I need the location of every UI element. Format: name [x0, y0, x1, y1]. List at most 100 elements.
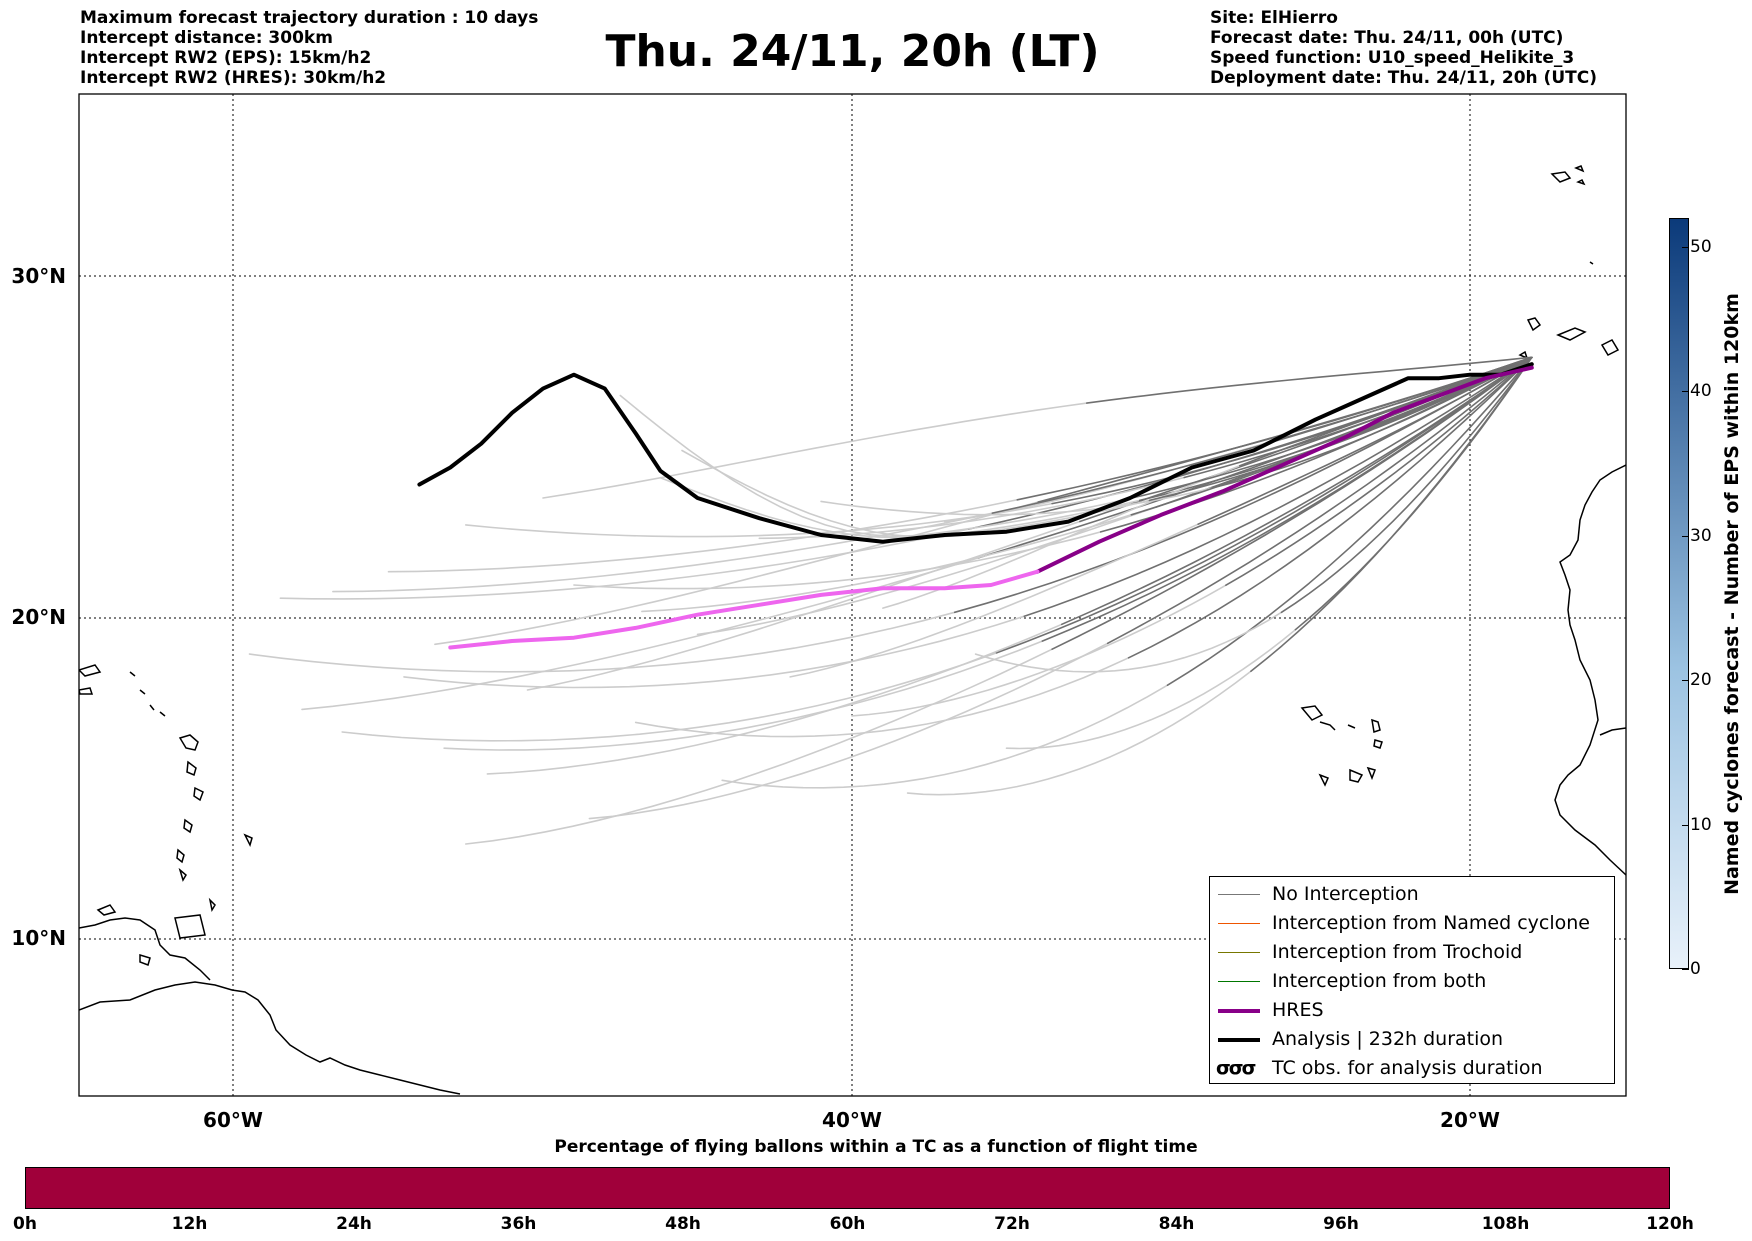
- coastline-islands-antilles: [176, 734, 216, 913]
- ensemble-track-near-7: [1061, 356, 1533, 626]
- colorbar-right-tick-label: 40: [1690, 381, 1712, 402]
- analysis-track: [417, 362, 1534, 544]
- legend-label-no-interception: No Interception: [1272, 883, 1419, 905]
- map-frame: [78, 93, 1627, 1097]
- header-line-deployment-date: Deployment date: Thu. 24/11, 20h (UTC): [1210, 68, 1597, 88]
- coastlines: [79, 165, 1626, 1095]
- colorbar-bottom-tick-label: 96h: [1323, 1214, 1359, 1234]
- ensemble-track-near-27: [1086, 356, 1533, 404]
- lat-label-20n: 20°N: [11, 605, 66, 629]
- legend-swatch-hres: [1218, 1009, 1260, 1013]
- main-tracks: [417, 362, 1534, 650]
- colorbar-flight-time: [25, 1167, 1670, 1209]
- map-legend: No Interception Interception from Named …: [1209, 876, 1615, 1084]
- ensemble-track-near-23: [1294, 356, 1533, 631]
- legend-label-analysis: Analysis | 232h duration: [1272, 1028, 1504, 1050]
- colorbar-right-tickmark: [1682, 391, 1689, 393]
- colorbar-right-tick-label: 50: [1690, 236, 1712, 257]
- lat-label-10n: 10°N: [11, 926, 66, 950]
- ensemble-track-near-30: [1148, 356, 1533, 502]
- legend-item-no-interception: No Interception: [1210, 880, 1610, 909]
- ensemble-track-far-11: [634, 657, 1130, 738]
- colorbar-right-tickmark: [1682, 535, 1689, 537]
- colorbar-named-cyclones: [1669, 218, 1689, 969]
- legend-label-trochoid: Interception from Trochoid: [1272, 941, 1523, 963]
- colorbar-right-tick-label: 0: [1690, 959, 1701, 979]
- tc-obs-symbol-icon: σσσ: [1216, 1057, 1256, 1079]
- legend-label-named-cyclone: Interception from Named cyclone: [1272, 912, 1590, 934]
- ensemble-track-far-22: [974, 611, 1283, 673]
- ensemble-track-far-20: [906, 670, 1252, 796]
- coastline-africa-bulge: [1599, 727, 1626, 736]
- header-line-site: Site: ElHierro: [1210, 8, 1338, 28]
- ensemble-track-far-28: [619, 394, 1123, 538]
- ensemble-track-near-19: [1239, 356, 1533, 467]
- lon-label-60w: 60°W: [203, 1108, 263, 1132]
- lon-label-40w: 40°W: [822, 1108, 882, 1132]
- coastline-cape-verde: [1300, 705, 1383, 787]
- ensemble-track-far-5: [434, 501, 1039, 646]
- legend-swatch-named-cyclone: [1218, 923, 1260, 924]
- colorbar-right-tick-label: 30: [1690, 525, 1712, 546]
- coastline-trinidad: [174, 914, 206, 939]
- legend-swatch-trochoid: [1218, 952, 1260, 953]
- header-line-speed-function: Speed function: U10_speed_Helikite_3: [1210, 48, 1575, 68]
- colorbar-bottom-tick-label: 0h: [13, 1214, 37, 1234]
- coastline-island-2: [139, 953, 151, 966]
- coastline-madeira: [1550, 165, 1594, 265]
- ensemble-track-near-22: [1280, 356, 1533, 614]
- legend-label-both: Interception from both: [1272, 970, 1487, 992]
- header-info-right: Site: ElHierro Forecast date: Thu. 24/11…: [1210, 8, 1597, 88]
- colorbar-right-tickmark: [1682, 680, 1689, 682]
- legend-label-hres: HRES: [1272, 999, 1324, 1021]
- ensemble-track-near-3: [995, 356, 1533, 654]
- hres-track-far: [448, 569, 1040, 650]
- ensemble-track-far-14: [721, 684, 1169, 789]
- colorbar-bottom-tick-label: 48h: [665, 1214, 701, 1234]
- legend-swatch-no-interception: [1218, 894, 1260, 895]
- legend-swatch-both: [1218, 981, 1260, 982]
- ensemble-track-far-27: [542, 402, 1088, 499]
- header-info-left: Maximum forecast trajectory duration : 1…: [80, 8, 538, 88]
- page-title: Thu. 24/11, 20h (LT): [605, 26, 1100, 77]
- ensemble-track-far-4: [387, 499, 1019, 573]
- ensemble-track-far-12: [659, 476, 1141, 539]
- legend-label-tc-obs: TC obs. for analysis duration: [1272, 1057, 1543, 1079]
- coastline-canary-islands: [1518, 317, 1620, 360]
- ensemble-track-near-14: [1166, 356, 1533, 686]
- ensemble-track-far-31: [443, 640, 1044, 751]
- coastline-africa: [1554, 464, 1626, 876]
- coastline-caribbean-coast: [79, 917, 211, 981]
- header-line-intercept-eps: Intercept RW2 (EPS): 15km/h2: [80, 48, 372, 68]
- ensemble-track-far-13: [696, 506, 1158, 636]
- header-line-max-duration: Maximum forecast trajectory duration : 1…: [80, 8, 539, 28]
- colorbar-bottom-tick-label: 108h: [1481, 1214, 1530, 1234]
- hres-track-near: [1035, 365, 1534, 574]
- coastline-small-islands: [129, 671, 253, 848]
- legend-item-hres: HRES: [1210, 996, 1610, 1025]
- ensemble-track-far-9: [573, 531, 1102, 590]
- ensemble-track-near-31: [1041, 356, 1533, 642]
- ensemble-track-far-18: [851, 584, 1227, 717]
- header-line-intercept-distance: Intercept distance: 300km: [80, 28, 333, 48]
- colorbar-bottom-tick-label: 12h: [171, 1214, 208, 1234]
- ensemble-track-far-10: [588, 642, 1109, 820]
- legend-item-tc-obs: σσσ TC obs. for analysis duration: [1210, 1054, 1610, 1083]
- colorbar-bottom-tick-label: 24h: [336, 1214, 372, 1234]
- colorbar-right-tickmark: [1682, 246, 1689, 248]
- header-line-forecast-date: Forecast date: Thu. 24/11, 00h (UTC): [1210, 28, 1564, 48]
- coastline-puerto-rico: [79, 664, 102, 695]
- coastline-south-america: [79, 981, 461, 1095]
- colorbar-bottom-tick-label: 84h: [1158, 1214, 1195, 1234]
- ensemble-tracks: [248, 356, 1533, 845]
- colorbar-right-tick-label: 10: [1690, 814, 1712, 835]
- ensemble-track-far-0: [248, 611, 956, 673]
- ensemble-track-near-10: [1106, 356, 1533, 645]
- colorbar-right-label: Named cyclones forecast - Number of EPS …: [1721, 293, 1743, 895]
- ensemble-track-near-18: [1225, 356, 1533, 586]
- ensemble-track-far-25: [403, 615, 1026, 689]
- legend-item-both: Interception from both: [1210, 967, 1610, 996]
- legend-item-trochoid: Interception from Trochoid: [1210, 938, 1610, 967]
- colorbar-bottom-tick-label: 60h: [829, 1214, 866, 1234]
- legend-item-analysis: Analysis | 232h duration: [1210, 1025, 1610, 1054]
